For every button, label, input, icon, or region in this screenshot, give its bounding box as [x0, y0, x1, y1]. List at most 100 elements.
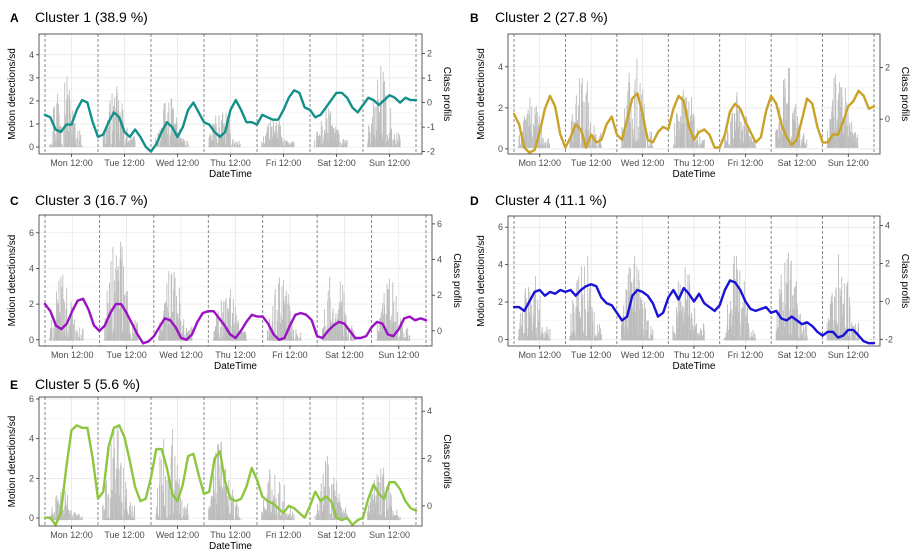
activity-bar: [745, 316, 747, 341]
activity-bar: [529, 123, 531, 148]
activity-bar: [729, 310, 731, 341]
activity-bar: [216, 334, 218, 341]
activity-bar: [57, 93, 59, 148]
activity-bar: [395, 321, 397, 341]
y2-axis-title: Class profils: [899, 67, 910, 121]
activity-bar: [268, 123, 270, 148]
activity-bar: [590, 283, 591, 341]
panel-title: Cluster 5 (5.6 %): [35, 376, 140, 392]
activity-bar: [168, 145, 170, 148]
activity-bar: [783, 327, 785, 341]
y2-tick-label: 0: [437, 326, 442, 336]
activity-bar: [287, 517, 288, 521]
activity-bar: [106, 120, 108, 148]
activity-bar: [105, 483, 106, 521]
activity-bar: [214, 337, 215, 341]
activity-bar: [124, 330, 126, 341]
activity-bar: [830, 296, 832, 341]
activity-bar: [678, 121, 680, 148]
activity-bar: [832, 302, 834, 341]
activity-bar: [239, 338, 241, 341]
activity-bar: [172, 328, 174, 341]
activity-bar: [157, 514, 159, 521]
activity-bar: [50, 319, 52, 341]
activity-bar: [81, 145, 83, 148]
activity-bar: [115, 108, 117, 148]
activity-bar: [573, 303, 575, 341]
activity-bar: [231, 325, 233, 341]
activity-bar: [597, 324, 599, 341]
activity-bar: [831, 300, 833, 341]
activity-bar: [382, 303, 384, 341]
activity-bar: [344, 140, 346, 148]
activity-bar: [314, 516, 316, 521]
activity-bar: [829, 119, 831, 148]
activity-bar: [129, 145, 131, 148]
activity-bar: [212, 123, 214, 148]
activity-bar: [158, 483, 160, 521]
activity-bar: [549, 143, 550, 148]
activity-bar: [736, 310, 738, 341]
activity-bar: [232, 514, 234, 521]
activity-bar: [532, 136, 534, 148]
activity-bar: [699, 335, 701, 341]
activity-bar: [398, 518, 400, 521]
activity-bar: [126, 336, 128, 341]
activity-bar: [267, 127, 269, 148]
activity-bar: [342, 140, 344, 148]
activity-bar: [121, 259, 123, 341]
activity-bar: [640, 297, 642, 341]
activity-bar: [117, 131, 119, 148]
activity-bar: [747, 337, 749, 341]
activity-bar: [370, 131, 372, 148]
activity-bar: [321, 328, 323, 341]
activity-bar: [641, 324, 643, 341]
activity-bar: [272, 500, 274, 521]
activity-bar: [853, 133, 855, 148]
activity-bar: [341, 513, 343, 521]
activity-bar: [688, 274, 690, 341]
activity-bar: [585, 335, 587, 341]
activity-bar: [178, 143, 180, 148]
activity-bar: [699, 136, 701, 148]
activity-bar: [285, 513, 287, 521]
activity-bar: [216, 317, 218, 341]
activity-bar: [245, 339, 247, 341]
activity-bar: [275, 133, 277, 148]
activity-bar: [129, 337, 131, 341]
activity-bar: [622, 317, 624, 341]
activity-bar: [794, 309, 796, 341]
activity-bar: [67, 94, 69, 148]
activity-bar: [405, 328, 407, 341]
y2-axis-title: Class profils: [451, 253, 462, 307]
activity-bar: [108, 336, 110, 341]
activity-bar: [645, 320, 647, 341]
activity-bar: [106, 517, 108, 521]
activity-bar: [834, 338, 836, 341]
activity-bar: [270, 512, 272, 521]
activity-bar: [838, 82, 840, 148]
activity-bar: [220, 338, 222, 341]
activity-bar: [733, 256, 735, 341]
activity-bar: [336, 129, 338, 148]
activity-bar: [636, 337, 638, 341]
activity-bar: [581, 78, 583, 148]
activity-bar: [326, 332, 328, 341]
activity-bar: [371, 493, 373, 521]
activity-bar: [235, 326, 237, 341]
activity-bar: [234, 505, 236, 521]
activity-bar: [270, 514, 272, 521]
activity-bar: [378, 112, 380, 148]
activity-bar: [156, 511, 158, 521]
activity-bar: [524, 116, 525, 148]
activity-bar: [56, 495, 58, 521]
activity-bar: [804, 321, 806, 341]
activity-bar: [284, 303, 286, 341]
activity-bar: [745, 116, 747, 148]
activity-bar: [229, 134, 231, 148]
activity-bar: [549, 338, 550, 341]
activity-bar: [234, 141, 236, 148]
activity-bar: [229, 289, 231, 341]
activity-bar: [398, 337, 400, 341]
